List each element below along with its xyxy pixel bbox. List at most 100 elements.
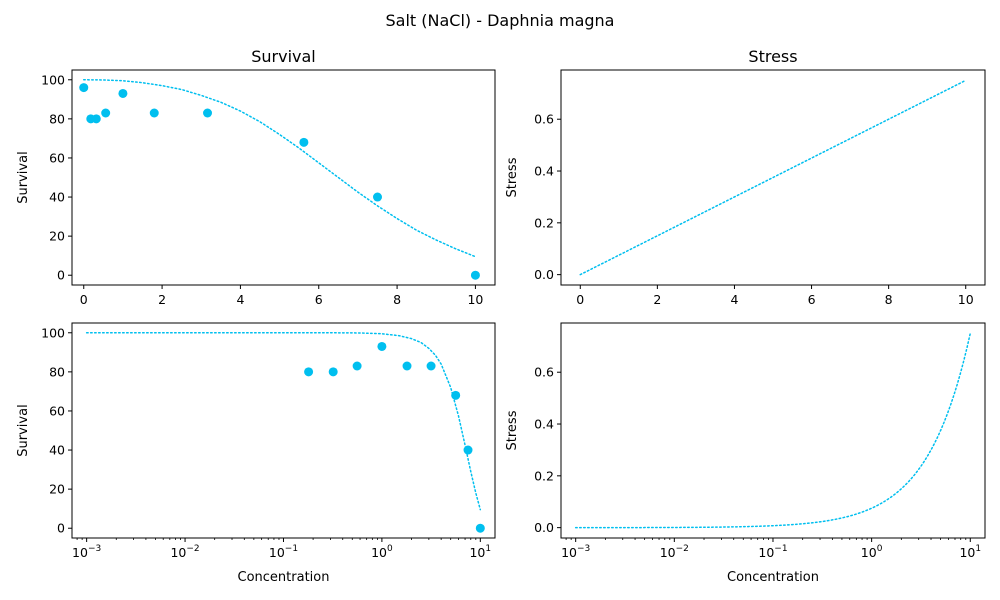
y-tick-label: 0 [57,268,65,283]
x-tick-base: 10 [170,545,186,560]
y-tick-label: 60 [49,403,65,418]
x-tick-exponent: −1 [774,544,787,554]
data-point [451,390,461,400]
y-tick-label: 0.6 [534,112,554,127]
x-tick-exponent: −2 [676,544,689,554]
y-tick-label: 0.2 [534,468,554,483]
y-axis-label: Stress [505,157,520,197]
y-tick-label: 80 [49,364,65,379]
y-tick-label: 20 [49,482,65,497]
x-tick-label: 4 [730,292,738,307]
figure-suptitle: Salt (NaCl) - Daphnia magna [386,11,615,30]
x-tick-exponent: −2 [186,544,199,554]
x-tick-label: 101 [959,544,981,560]
x-tick-exponent: −3 [88,544,101,554]
axes-frame [71,322,496,539]
axes-frame [560,69,986,286]
x-tick-exponent: 0 [877,544,883,554]
x-tick-label: 10 [958,292,974,307]
data-point [91,114,101,124]
x-tick-base: 10 [660,545,676,560]
y-tick-label: 20 [49,229,65,244]
x-tick-label: 8 [885,292,893,307]
y-tick-label: 60 [49,150,65,165]
x-tick-label: 0 [576,292,584,307]
y-tick-label: 0.0 [534,267,554,282]
data-point [377,341,387,351]
x-tick-label: 2 [158,292,166,307]
y-tick-label: 100 [41,325,65,340]
x-tick-base: 10 [959,545,975,560]
fit-curve [83,79,477,258]
data-point [426,361,436,371]
axes-frame [71,69,496,286]
subplot-stress-linear: Stress Stress 0 2 4 6 8 10 0.0 0.2 0.4 0.6 [505,47,986,307]
x-tick-exponent: −3 [577,544,590,554]
subplot-title: Stress [748,47,797,66]
data-point [352,361,362,371]
data-point [470,270,480,280]
y-tick-label: 0.0 [534,520,554,535]
subplot-title: Survival [251,47,316,66]
y-tick-label: 0 [57,521,65,536]
data-point [203,108,213,118]
x-tick-label: 100 [861,544,883,560]
y-tick-label: 40 [49,190,65,205]
x-tick-base: 10 [561,545,577,560]
x-tick-label: 6 [808,292,816,307]
x-tick-label: 10−2 [660,544,689,560]
x-tick-exponent: −1 [285,544,298,554]
x-tick-label: 8 [393,292,401,307]
fit-curve [574,332,972,529]
x-tick-base: 10 [371,545,387,560]
y-tick-label: 80 [49,111,65,126]
y-tick-label: 100 [41,72,65,87]
x-tick-base: 10 [758,545,774,560]
data-point [79,83,89,93]
y-tick-label: 0.6 [534,365,554,380]
y-axis-label: Survival [16,151,31,203]
x-tick-exponent: 1 [485,544,491,554]
x-tick-base: 10 [861,545,877,560]
data-point [304,367,314,377]
y-tick-label: 0.4 [534,417,554,432]
x-axis-label: Concentration [727,570,819,585]
x-tick-label: 10−1 [269,544,298,560]
x-tick-exponent: 0 [387,544,393,554]
data-point [373,192,382,202]
x-tick-base: 10 [72,545,88,560]
data-point [299,137,309,147]
y-tick-label: 0.4 [534,164,554,179]
data-point [475,523,485,533]
x-tick-exponent: 1 [975,544,981,554]
x-tick-label: 10−3 [561,544,590,560]
y-axis-label: Survival [16,404,31,456]
y-axis-label: Stress [505,410,520,450]
y-tick-label: 40 [49,443,65,458]
x-tick-label: 101 [469,544,491,560]
data-point [402,361,412,371]
data-point [101,108,111,118]
x-tick-label: 4 [236,292,244,307]
x-axis-label: Concentration [238,570,330,585]
x-tick-label: 2 [653,292,661,307]
fit-curve [85,332,482,511]
x-tick-label: 100 [371,544,393,560]
x-tick-label: 6 [315,292,323,307]
x-tick-label: 10 [467,292,483,307]
data-point [463,445,473,455]
x-tick-label: 10−3 [72,544,101,560]
x-tick-label: 10−1 [758,544,787,560]
axes-frame [560,322,986,539]
x-tick-label: 10−2 [170,544,199,560]
y-tick-label: 0.2 [534,215,554,230]
fit-curve [579,79,967,276]
data-point [118,88,128,98]
x-tick-label: 0 [80,292,88,307]
data-point [328,367,338,377]
x-tick-base: 10 [469,545,485,560]
